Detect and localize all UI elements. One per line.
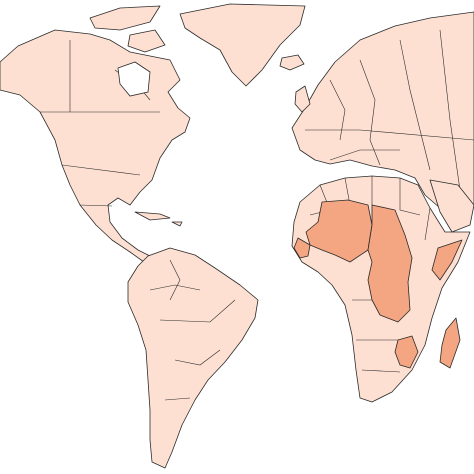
highlight-west-africa bbox=[305, 199, 373, 263]
hudson-bay bbox=[117, 61, 151, 97]
highlight-central-africa bbox=[367, 204, 413, 323]
arabia bbox=[429, 179, 474, 233]
caribbean bbox=[134, 211, 183, 227]
highlight-west-coast bbox=[293, 237, 311, 259]
iceland bbox=[279, 54, 305, 71]
arctic-islands bbox=[89, 5, 166, 53]
border bbox=[305, 29, 474, 191]
border bbox=[149, 259, 236, 401]
highlight-southeast-africa bbox=[394, 335, 419, 369]
border bbox=[40, 40, 160, 207]
madagascar bbox=[439, 317, 461, 369]
greenland bbox=[179, 3, 306, 87]
highlight-horn-africa bbox=[431, 239, 463, 281]
south-america bbox=[127, 247, 259, 469]
britain bbox=[294, 85, 311, 113]
